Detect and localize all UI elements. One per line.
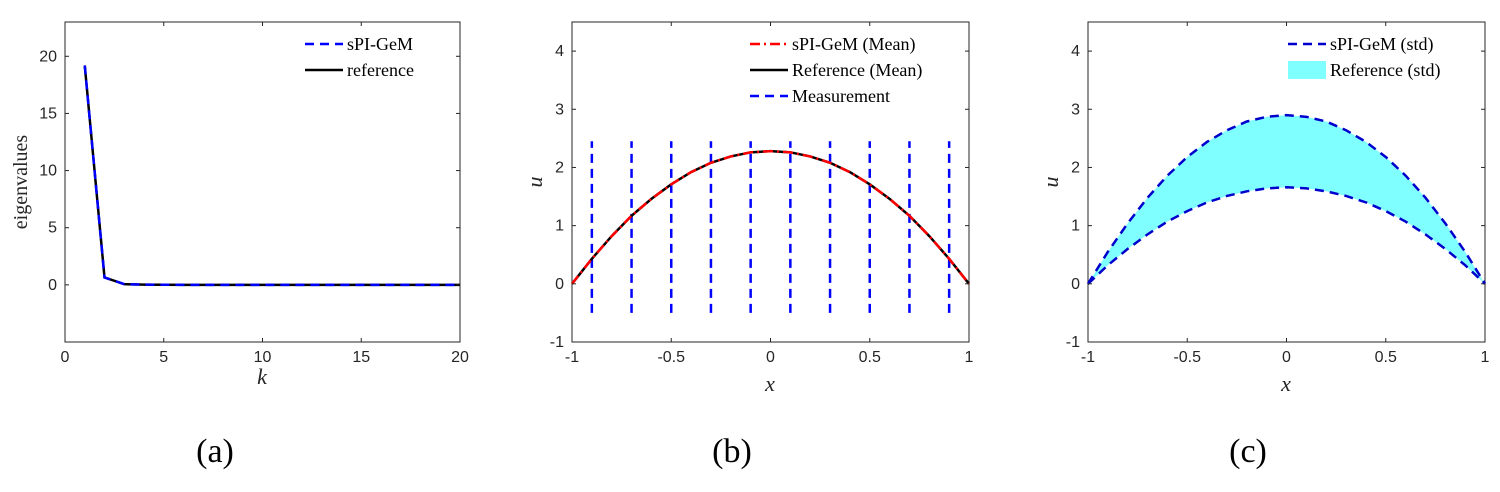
x-axis-label-a: k bbox=[257, 364, 268, 389]
panel-label-a: (a) bbox=[196, 433, 234, 470]
y-tick-label: 20 bbox=[39, 48, 57, 65]
panel-b: -1 -0.5 0 0.5 1 -1 0 1 2 3 4 sPI-GeM (Mean) Refere… bbox=[522, 21, 974, 470]
x-tick-label: 1 bbox=[965, 349, 974, 366]
panel-label-b: (b) bbox=[712, 433, 752, 470]
marks-a bbox=[83, 65, 460, 287]
x-tick-label: 0.5 bbox=[859, 349, 881, 366]
y-tick-label: 0 bbox=[48, 277, 57, 294]
y-tick-label: 3 bbox=[1071, 101, 1080, 118]
y-tick-label: -1 bbox=[1066, 334, 1080, 351]
x-axis-label-c: x bbox=[1280, 371, 1291, 396]
x-tick-label: -1 bbox=[1081, 349, 1095, 366]
legend-label: Measurement bbox=[792, 86, 890, 106]
panel-a: 0 5 10 15 20 0 5 10 15 20 sPI-GeM reference k eig… bbox=[10, 21, 469, 470]
plot-area-a bbox=[64, 21, 461, 343]
y-tick-label: 0 bbox=[1071, 276, 1080, 293]
y-tick-label: -1 bbox=[550, 334, 564, 351]
legend-label: Reference (std) bbox=[1330, 60, 1440, 81]
y-axis-label-a: eigenvalues bbox=[10, 135, 32, 230]
x-tick-label: 5 bbox=[159, 349, 168, 366]
y-tick-label: 0 bbox=[555, 276, 564, 293]
x-axis-label-b: x bbox=[764, 371, 775, 396]
xticks-c: -1 -0.5 0 0.5 1 bbox=[1081, 22, 1490, 366]
series-line bbox=[1087, 185, 1486, 285]
legend-swatch bbox=[1288, 61, 1326, 79]
y-tick-label: 15 bbox=[39, 105, 57, 122]
legend-c: sPI-GeM (std) Reference (std) bbox=[1288, 34, 1440, 81]
x-tick-label: 10 bbox=[254, 349, 272, 366]
x-tick-label: 0 bbox=[766, 349, 775, 366]
y-tick-label: 3 bbox=[555, 101, 564, 118]
x-tick-label: -0.5 bbox=[1173, 349, 1201, 366]
legend-label: reference bbox=[347, 60, 414, 80]
series-line bbox=[1086, 113, 1487, 285]
series-line bbox=[83, 65, 460, 287]
x-tick-label: -1 bbox=[565, 349, 579, 366]
legend-label: sPI-GeM (Mean) bbox=[792, 34, 915, 55]
marks-b bbox=[571, 141, 970, 313]
legend-b: sPI-GeM (Mean) Reference (Mean) Measuremen… bbox=[750, 34, 922, 106]
y-tick-label: 4 bbox=[555, 43, 564, 60]
yticks-a: 0 5 10 15 20 bbox=[39, 48, 460, 294]
y-tick-label: 2 bbox=[555, 159, 564, 176]
yticks-c: -1 0 1 2 3 4 bbox=[1066, 43, 1485, 351]
legend-label: sPI-GeM bbox=[347, 34, 413, 54]
x-tick-label: 20 bbox=[451, 349, 469, 366]
x-tick-label: 15 bbox=[352, 349, 370, 366]
legend-a: sPI-GeM reference bbox=[305, 34, 414, 80]
panel-c: -1 -0.5 0 0.5 1 -1 0 1 2 3 4 sPI-GeM (std) Referen… bbox=[1038, 21, 1490, 470]
panel-label-c: (c) bbox=[1229, 433, 1267, 470]
x-tick-label: 0 bbox=[1282, 349, 1291, 366]
y-axis-label-c: u bbox=[1038, 177, 1063, 188]
x-tick-label: 0.5 bbox=[1375, 349, 1397, 366]
y-tick-label: 5 bbox=[48, 220, 57, 237]
legend-label: sPI-GeM (std) bbox=[1330, 34, 1434, 55]
y-tick-label: 4 bbox=[1071, 43, 1080, 60]
marks-c bbox=[1086, 113, 1487, 285]
y-tick-label: 10 bbox=[39, 163, 57, 180]
series-line bbox=[571, 149, 970, 285]
xticks-b: -1 -0.5 0 0.5 1 bbox=[565, 22, 974, 366]
y-tick-label: 1 bbox=[555, 218, 564, 235]
y-axis-label-b: u bbox=[522, 177, 547, 188]
x-tick-label: 0 bbox=[61, 349, 70, 366]
yticks-b: -1 0 1 2 3 4 bbox=[550, 43, 969, 351]
xticks-a: 0 5 10 15 20 bbox=[61, 22, 469, 366]
y-tick-label: 1 bbox=[1071, 218, 1080, 235]
x-tick-label: 1 bbox=[1481, 349, 1490, 366]
x-tick-label: -0.5 bbox=[657, 349, 685, 366]
legend-label: Reference (Mean) bbox=[792, 60, 922, 81]
y-tick-label: 2 bbox=[1071, 159, 1080, 176]
